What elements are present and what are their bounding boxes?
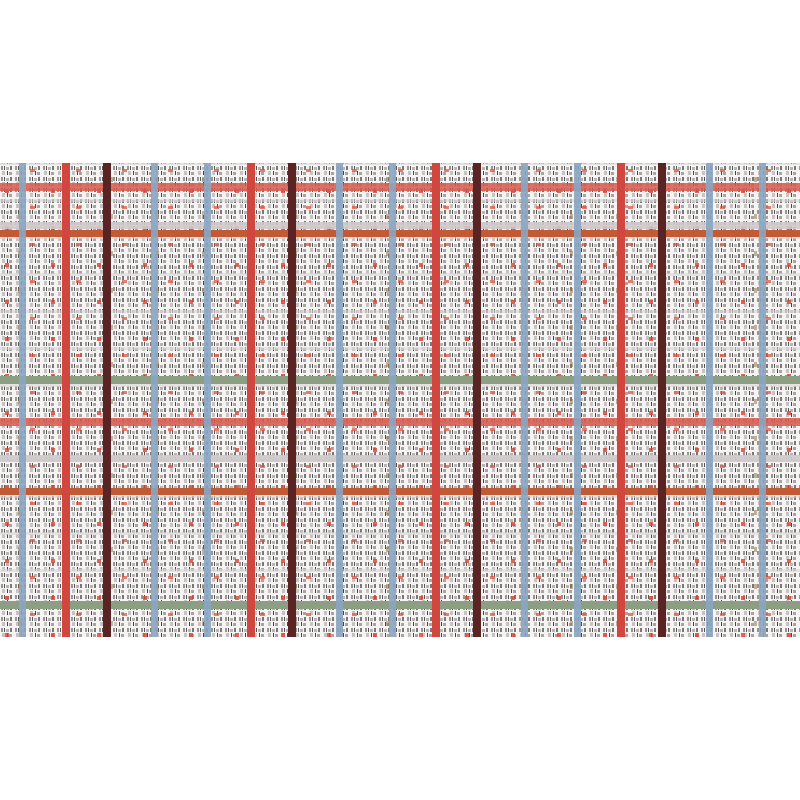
vertical-stripes [0, 163, 800, 637]
fabric [0, 163, 800, 637]
